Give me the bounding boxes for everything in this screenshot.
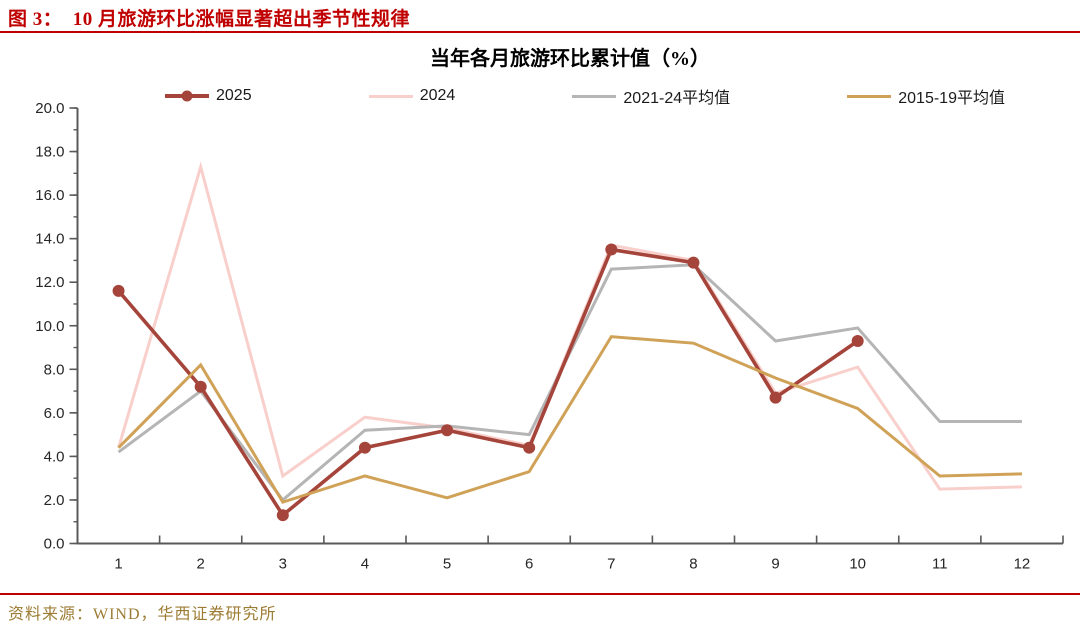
- caption-rule: [0, 31, 1080, 33]
- svg-text:2.0: 2.0: [44, 492, 65, 509]
- source-note: 资料来源：WIND，华西证券研究所: [8, 606, 277, 623]
- legend-line-swatch: [847, 94, 892, 98]
- figure-caption: 图 3： 10 月旅游环比涨幅显著超出季节性规律: [8, 9, 411, 30]
- svg-text:18.0: 18.0: [35, 144, 64, 161]
- legend-label: 2015-19平均值: [898, 90, 1005, 107]
- legend-label: 2021-24平均值: [623, 90, 731, 107]
- legend-item-2015-19-avg: 2015-19平均值: [847, 84, 1005, 108]
- svg-text:6: 6: [525, 556, 533, 573]
- svg-text:4: 4: [361, 556, 369, 573]
- svg-text:12.0: 12.0: [35, 274, 64, 291]
- svg-text:16.0: 16.0: [35, 187, 64, 204]
- legend-label: 2024: [419, 87, 456, 104]
- svg-text:10: 10: [849, 556, 866, 573]
- svg-text:12: 12: [1014, 556, 1031, 573]
- legend-item-2024: 2024: [368, 87, 456, 105]
- svg-text:4.0: 4.0: [44, 448, 65, 465]
- svg-text:0.0: 0.0: [44, 536, 65, 553]
- svg-text:7: 7: [607, 556, 615, 573]
- legend-item-2021-24-avg: 2021-24平均值: [572, 84, 730, 108]
- legend-item-2025: 2025: [165, 87, 252, 105]
- svg-text:14.0: 14.0: [35, 231, 64, 248]
- svg-text:5: 5: [443, 556, 451, 573]
- svg-text:10.0: 10.0: [35, 318, 64, 335]
- svg-text:11: 11: [932, 556, 948, 573]
- svg-text:6.0: 6.0: [44, 405, 65, 422]
- legend-line-swatch: [165, 90, 209, 102]
- svg-text:1: 1: [114, 556, 122, 573]
- svg-text:8.0: 8.0: [44, 361, 65, 378]
- svg-text:20.0: 20.0: [35, 100, 64, 117]
- svg-text:8: 8: [689, 556, 697, 573]
- svg-text:2: 2: [197, 556, 205, 573]
- legend-label: 2025: [216, 87, 252, 104]
- svg-text:9: 9: [771, 556, 779, 573]
- legend-marker-dot: [181, 90, 193, 102]
- chart-title: 当年各月旅游环比累计值（%）: [430, 48, 710, 70]
- chart-legend: 2025 2024 2021-24平均值 2015-19平均值: [165, 84, 1005, 108]
- legend-line-swatch: [368, 94, 413, 98]
- legend-line-swatch: [572, 94, 617, 98]
- svg-text:3: 3: [279, 556, 287, 573]
- source-rule: [0, 593, 1080, 595]
